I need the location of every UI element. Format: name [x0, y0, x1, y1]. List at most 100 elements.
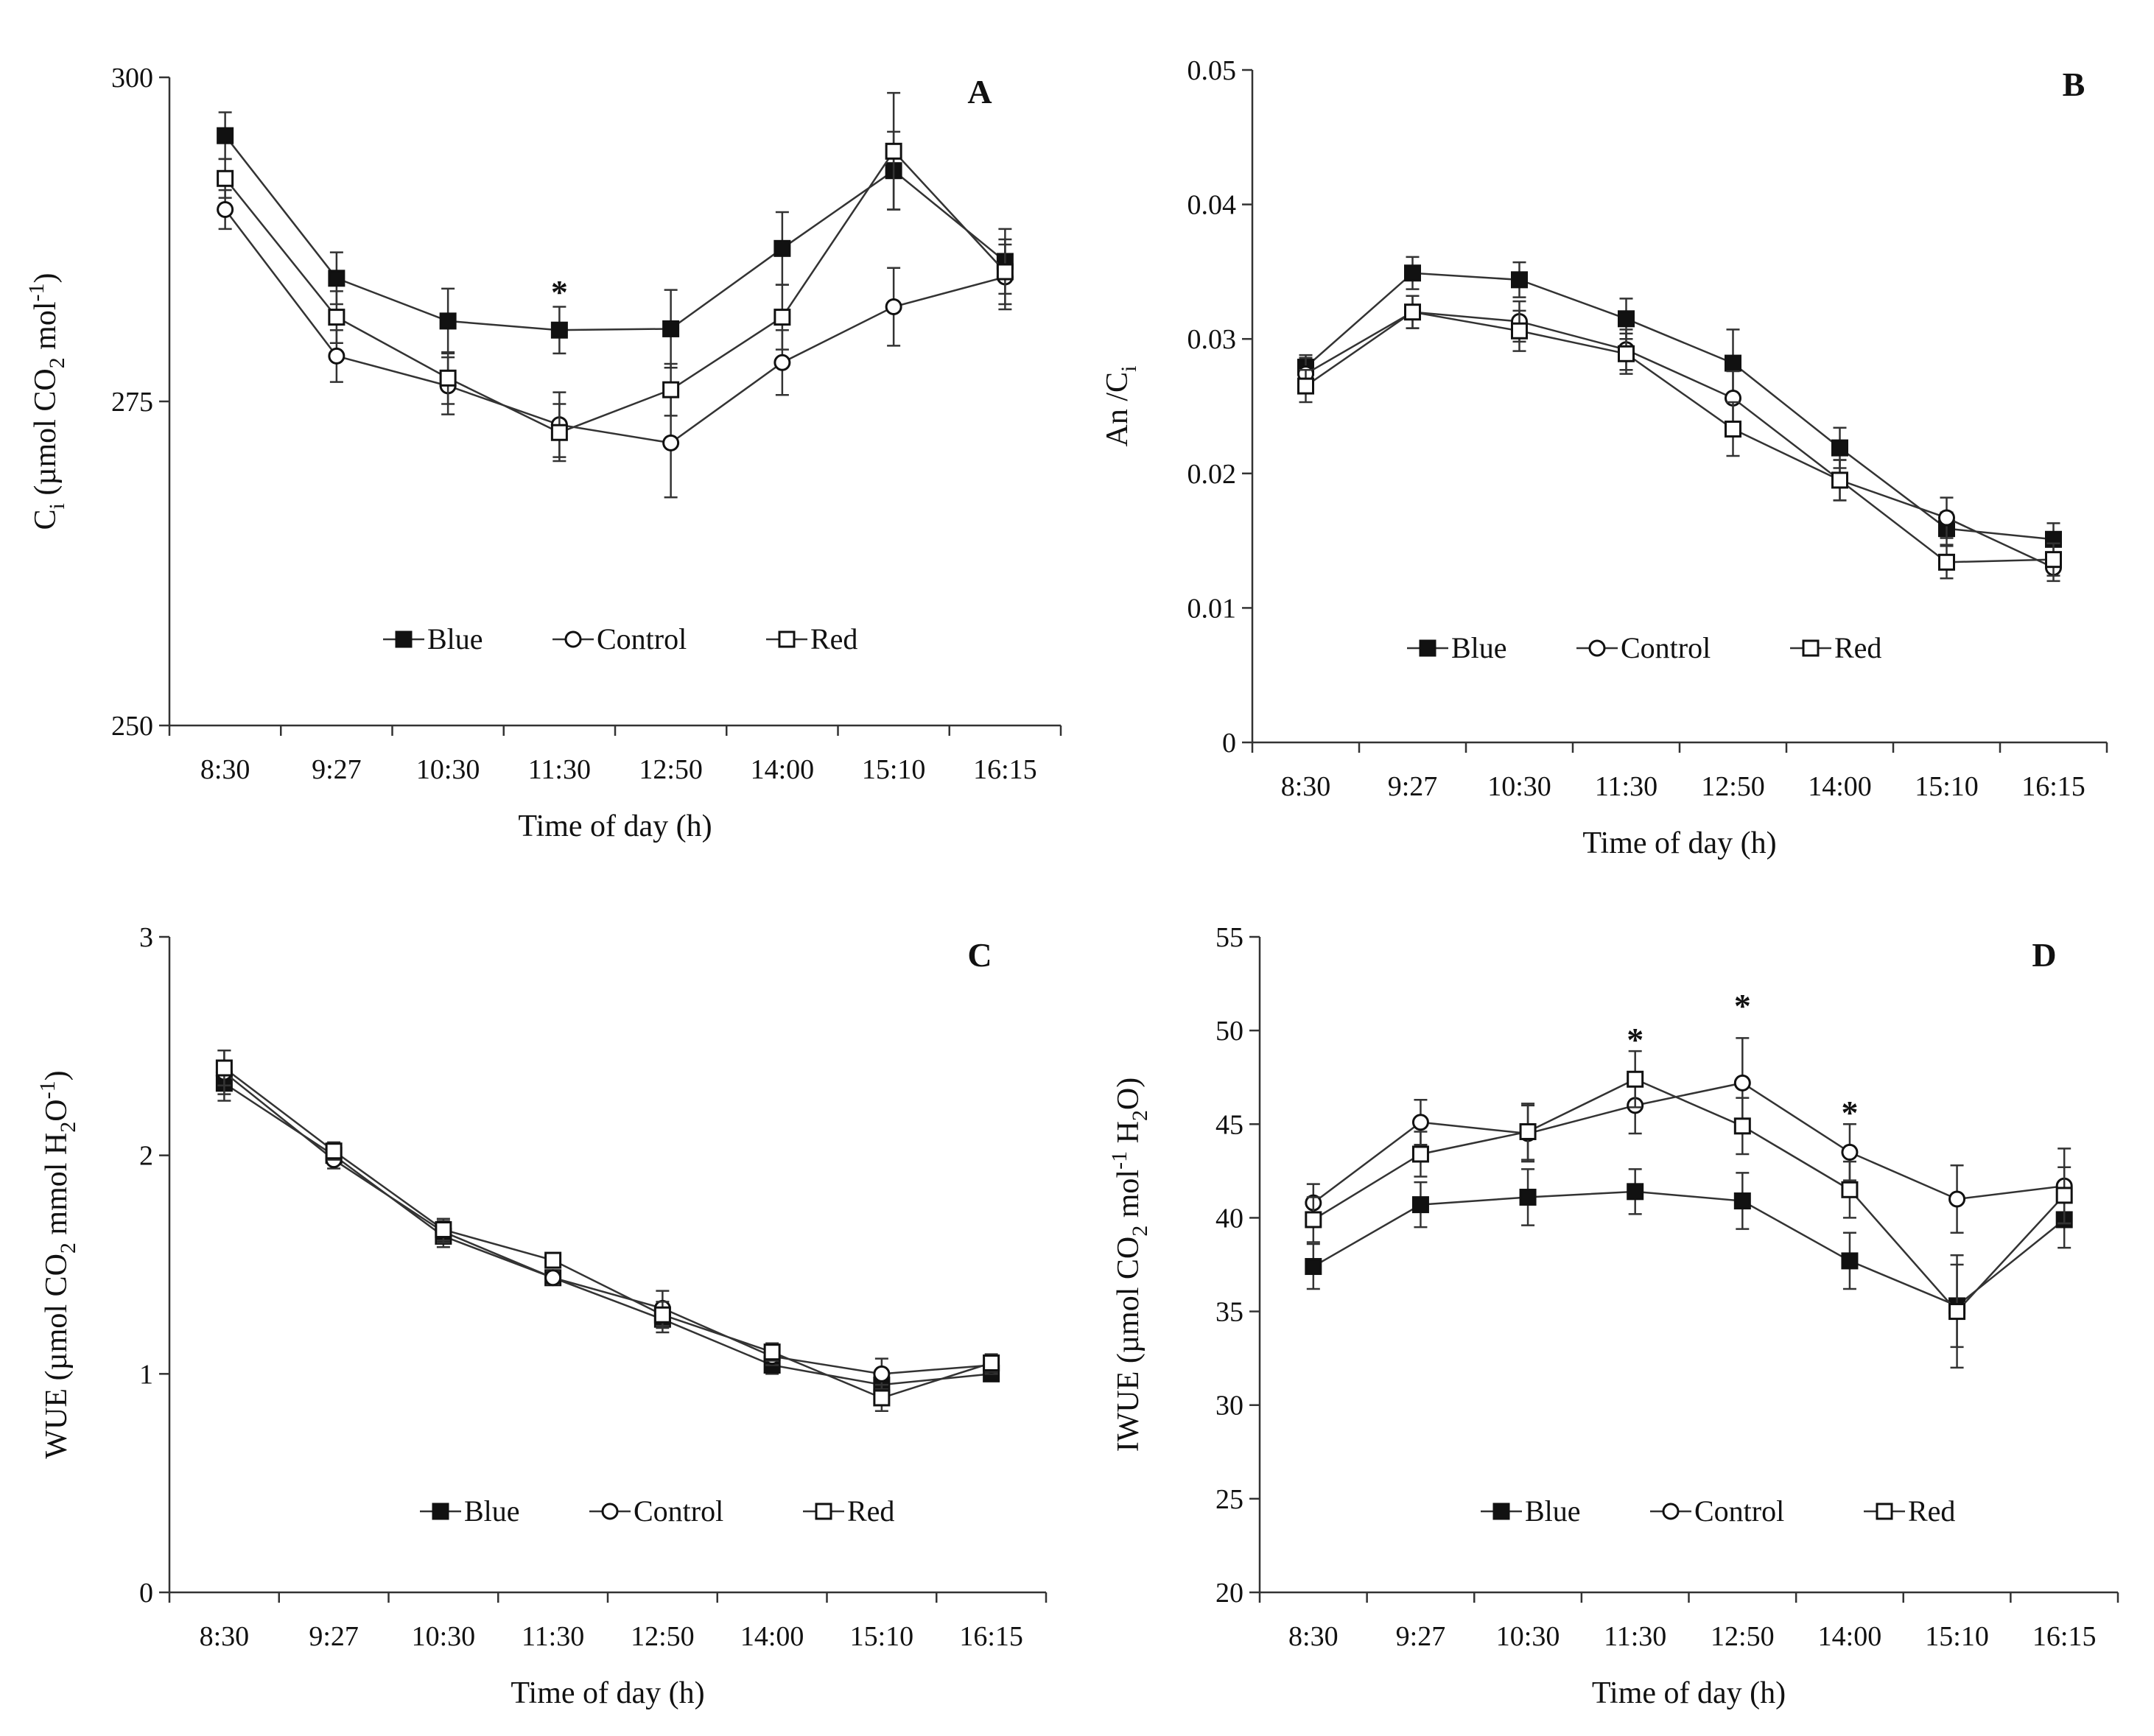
data-point-red: [983, 1354, 1000, 1371]
x-axis-title: Time of day (h): [511, 1676, 704, 1710]
y-axis-title: IWUE (µmol CO2 mol-1 H2O): [1107, 1078, 1152, 1452]
panel-letter: A: [967, 73, 992, 110]
x-tick-label: 12:50: [639, 754, 703, 785]
data-point-red: [773, 309, 791, 326]
data-point-red: [1297, 377, 1314, 395]
x-tick-label: 10:30: [412, 1621, 476, 1652]
significance-marker: *: [551, 273, 568, 311]
data-point-control: [1948, 1190, 1966, 1208]
data-point-red: [1511, 322, 1528, 340]
legend: Blue Control Red: [1481, 1494, 1955, 1528]
y-tick-label: 50: [1215, 1016, 1243, 1047]
y-axis-title: Ci (µmol CO2 mol-1): [24, 273, 69, 530]
data-point-red: [215, 1059, 233, 1077]
y-axis-label-part: ): [29, 273, 63, 283]
y-axis-label-part: 2: [1128, 1110, 1152, 1121]
y-axis-label-part: WUE (µmol CO: [40, 1254, 74, 1459]
y-axis-label-part: H: [1112, 1121, 1146, 1151]
x-tick-label: 11:30: [522, 1621, 584, 1652]
data-point-red: [873, 1389, 891, 1407]
series-line-blue: [223, 1082, 992, 1386]
data-point-control: [544, 1269, 562, 1287]
data-point-control: [885, 298, 902, 316]
data-point-red: [328, 309, 345, 326]
series-red: [1297, 295, 2062, 580]
x-tick-label: 8:30: [1288, 1621, 1339, 1652]
x-tick-label: 9:27: [309, 1621, 359, 1652]
y-tick-label: 1: [139, 1359, 153, 1390]
y-axis-title: WUE (µmol CO2 mmol H2O-1): [35, 1070, 80, 1458]
data-point-red: [1938, 553, 1955, 571]
legend-marker-control: [1588, 639, 1606, 657]
y-axis-label-part: C: [29, 510, 63, 530]
data-point-red: [1618, 345, 1635, 362]
data-point-blue: [1733, 1192, 1751, 1210]
data-point-red: [435, 1221, 452, 1239]
data-point-red: [1841, 1181, 1859, 1198]
legend-marker-blue: [1419, 639, 1436, 657]
x-tick-label: 8:30: [1281, 771, 1331, 802]
y-tick-label: 55: [1215, 922, 1243, 953]
y-axis-label-part: 2: [56, 1122, 80, 1133]
data-point-red: [325, 1142, 343, 1160]
data-point-red: [1948, 1303, 1966, 1321]
y-tick-label: 45: [1215, 1109, 1243, 1140]
y-axis-label-part: -1: [35, 1080, 60, 1099]
legend-label-control: Control: [1694, 1494, 1784, 1528]
data-point-blue: [1404, 264, 1421, 282]
data-point-control: [217, 201, 234, 219]
data-point-control: [1841, 1143, 1859, 1161]
data-point-blue: [328, 270, 345, 287]
y-axis-label-part: mol: [29, 301, 63, 357]
data-point-red: [439, 369, 457, 387]
chart-panel-b: 0 0.01 0.02 0.03 0.04 0.05 8:30 9:27 10:30 11:30 1…: [1101, 55, 2108, 860]
data-point-red: [763, 1343, 781, 1361]
series-line-red: [1313, 1078, 2066, 1313]
y-axis-label-part: i: [1117, 366, 1141, 372]
data-point-control: [873, 1365, 891, 1382]
x-tick-label: 14:00: [1808, 771, 1872, 802]
legend-marker-red: [1802, 639, 1820, 657]
legend-marker-red: [1876, 1503, 1893, 1520]
series-red: [217, 91, 1014, 463]
data-point-control: [662, 434, 680, 451]
series-line-control: [1305, 311, 2055, 569]
series-line-red: [223, 1067, 992, 1399]
data-point-blue: [1841, 1252, 1859, 1270]
legend-label-control: Control: [597, 622, 687, 656]
x-tick-label: 9:27: [1388, 771, 1438, 802]
data-point-blue: [1627, 1183, 1644, 1201]
series-line-control: [224, 208, 1006, 444]
x-tick-label: 14:00: [740, 1621, 804, 1652]
x-tick-label: 15:10: [862, 754, 926, 785]
x-tick-label: 14:00: [1818, 1621, 1882, 1652]
data-point-red: [544, 1251, 562, 1269]
y-axis-label-part: (µmol CO: [29, 368, 63, 503]
x-tick-label: 11:30: [1595, 771, 1657, 802]
x-tick-label: 9:27: [312, 754, 362, 785]
data-point-control: [1733, 1074, 1751, 1092]
panel-letter: C: [967, 936, 992, 974]
data-point-red: [996, 263, 1014, 281]
series-line-control: [223, 1071, 992, 1375]
y-tick-label: 0.04: [1187, 190, 1237, 221]
significance-marker: *: [1841, 1094, 1858, 1131]
series-line-blue: [1313, 1190, 2065, 1307]
data-point-blue: [1511, 271, 1528, 289]
data-point-red: [885, 142, 902, 160]
data-point-blue: [217, 127, 234, 144]
data-point-red: [1627, 1070, 1644, 1088]
x-tick-label: 12:50: [1701, 771, 1765, 802]
y-axis-label-part: i: [45, 503, 69, 509]
x-tick-label: 12:50: [1711, 1621, 1775, 1652]
y-tick-label: 300: [111, 63, 153, 94]
data-point-control: [1938, 509, 1955, 527]
y-tick-label: 30: [1215, 1391, 1243, 1422]
x-tick-label: 8:30: [200, 1621, 250, 1652]
x-axis-title: Time of day (h): [518, 809, 712, 843]
x-tick-label: 16:15: [973, 754, 1037, 785]
data-point-blue: [1519, 1188, 1537, 1206]
x-axis-title: Time of day (h): [1592, 1676, 1786, 1710]
legend-marker-red: [815, 1503, 832, 1520]
